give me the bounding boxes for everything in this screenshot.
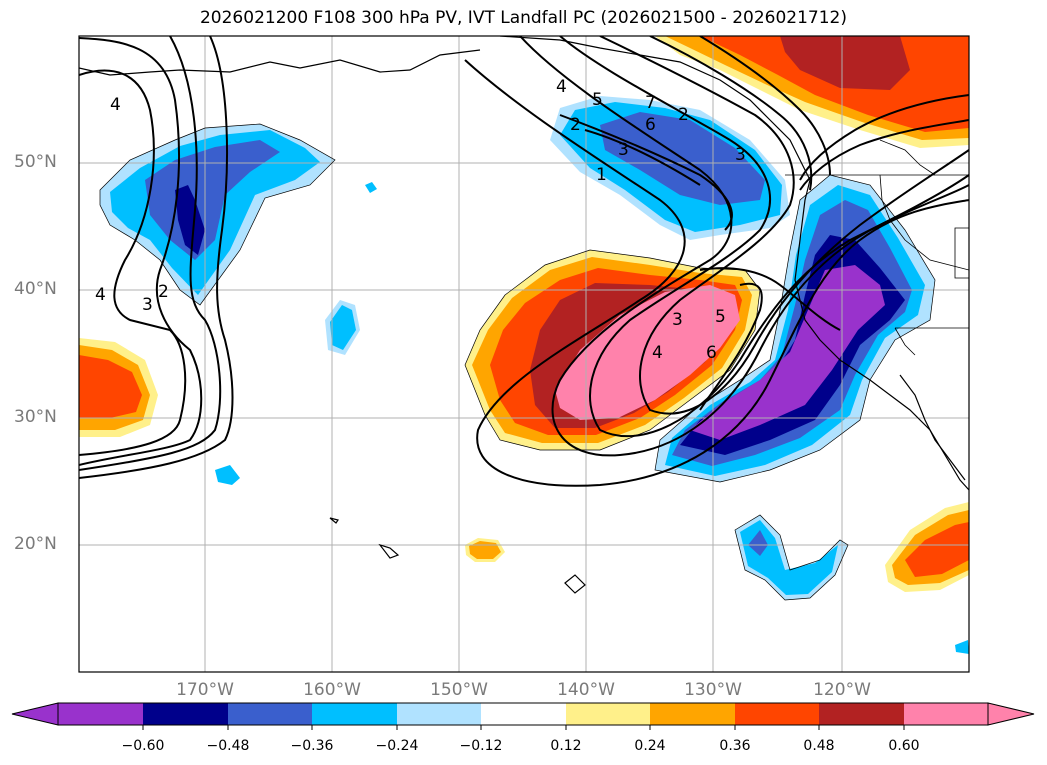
pv-contours bbox=[79, 36, 969, 487]
colorbar-tick-label: −0.60 bbox=[121, 738, 165, 754]
lat-label: 40°N bbox=[14, 279, 57, 299]
colorbar-tick-label: 0.24 bbox=[634, 738, 666, 754]
negative-anomaly-small-2 bbox=[215, 465, 240, 485]
coastlines bbox=[79, 36, 969, 594]
positive-anomaly-central bbox=[465, 250, 760, 450]
lat-label: 20°N bbox=[14, 534, 57, 554]
colorbar-tick-label: −0.48 bbox=[206, 738, 250, 754]
colorbar bbox=[11, 702, 1035, 730]
positive-anomaly-west bbox=[79, 338, 158, 437]
positive-anomaly-se bbox=[885, 502, 969, 592]
contour-label: 1 bbox=[596, 165, 607, 185]
contour-label: 4 bbox=[95, 285, 106, 305]
contour-label: 7 bbox=[645, 93, 656, 113]
contour-label: 4 bbox=[652, 343, 663, 363]
lat-label: 30°N bbox=[14, 407, 57, 427]
contour-label: 6 bbox=[645, 115, 656, 135]
contour-label: 2 bbox=[570, 115, 581, 135]
borders bbox=[785, 139, 969, 356]
colorbar-tick-label: 0.48 bbox=[803, 738, 835, 754]
lon-label: 140°W bbox=[557, 680, 615, 700]
contour-label: 3 bbox=[618, 140, 629, 160]
lon-label: 130°W bbox=[684, 680, 742, 700]
contour-label: 5 bbox=[592, 90, 603, 110]
contour-label: 4 bbox=[556, 77, 567, 97]
contour-label: 5 bbox=[715, 307, 726, 327]
lon-label: 160°W bbox=[303, 680, 361, 700]
colorbar-tick-label: −0.12 bbox=[459, 738, 503, 754]
lat-label: 50°N bbox=[14, 152, 57, 172]
colorbar-extend-low bbox=[11, 702, 59, 726]
lon-label: 150°W bbox=[430, 680, 488, 700]
map-frame bbox=[78, 35, 970, 673]
colorbar-tick-label: 0.36 bbox=[719, 738, 751, 754]
contour-labels: 4 3 2 1 4 5 7 6 3 2 3 4 5 6 4 3 2 bbox=[95, 77, 746, 363]
contour-label: 3 bbox=[672, 310, 683, 330]
colorbar-tick-label: −0.36 bbox=[290, 738, 334, 754]
colorbar-extend-high bbox=[987, 702, 1035, 726]
contour-label: 3 bbox=[142, 295, 153, 315]
contour-label: 2 bbox=[158, 282, 169, 302]
contour-label: 2 bbox=[678, 105, 689, 125]
map-plot-area: 4 3 2 1 4 5 7 6 3 2 3 4 5 6 4 3 2 bbox=[79, 36, 969, 672]
colorbar-tick-label: 0.60 bbox=[888, 738, 920, 754]
negative-anomaly-nw bbox=[100, 124, 335, 305]
colorbar-tick-label: −0.24 bbox=[375, 738, 419, 754]
contour-label: 6 bbox=[706, 343, 717, 363]
lon-label: 170°W bbox=[176, 680, 234, 700]
map-title: 2026021200 F108 300 hPa PV, IVT Landfall… bbox=[199, 8, 847, 28]
lon-label: 120°W bbox=[813, 680, 871, 700]
contour-label: 3 bbox=[735, 145, 746, 165]
colorbar-tick-label: 0.12 bbox=[550, 738, 582, 754]
contour-label: 4 bbox=[110, 95, 121, 115]
